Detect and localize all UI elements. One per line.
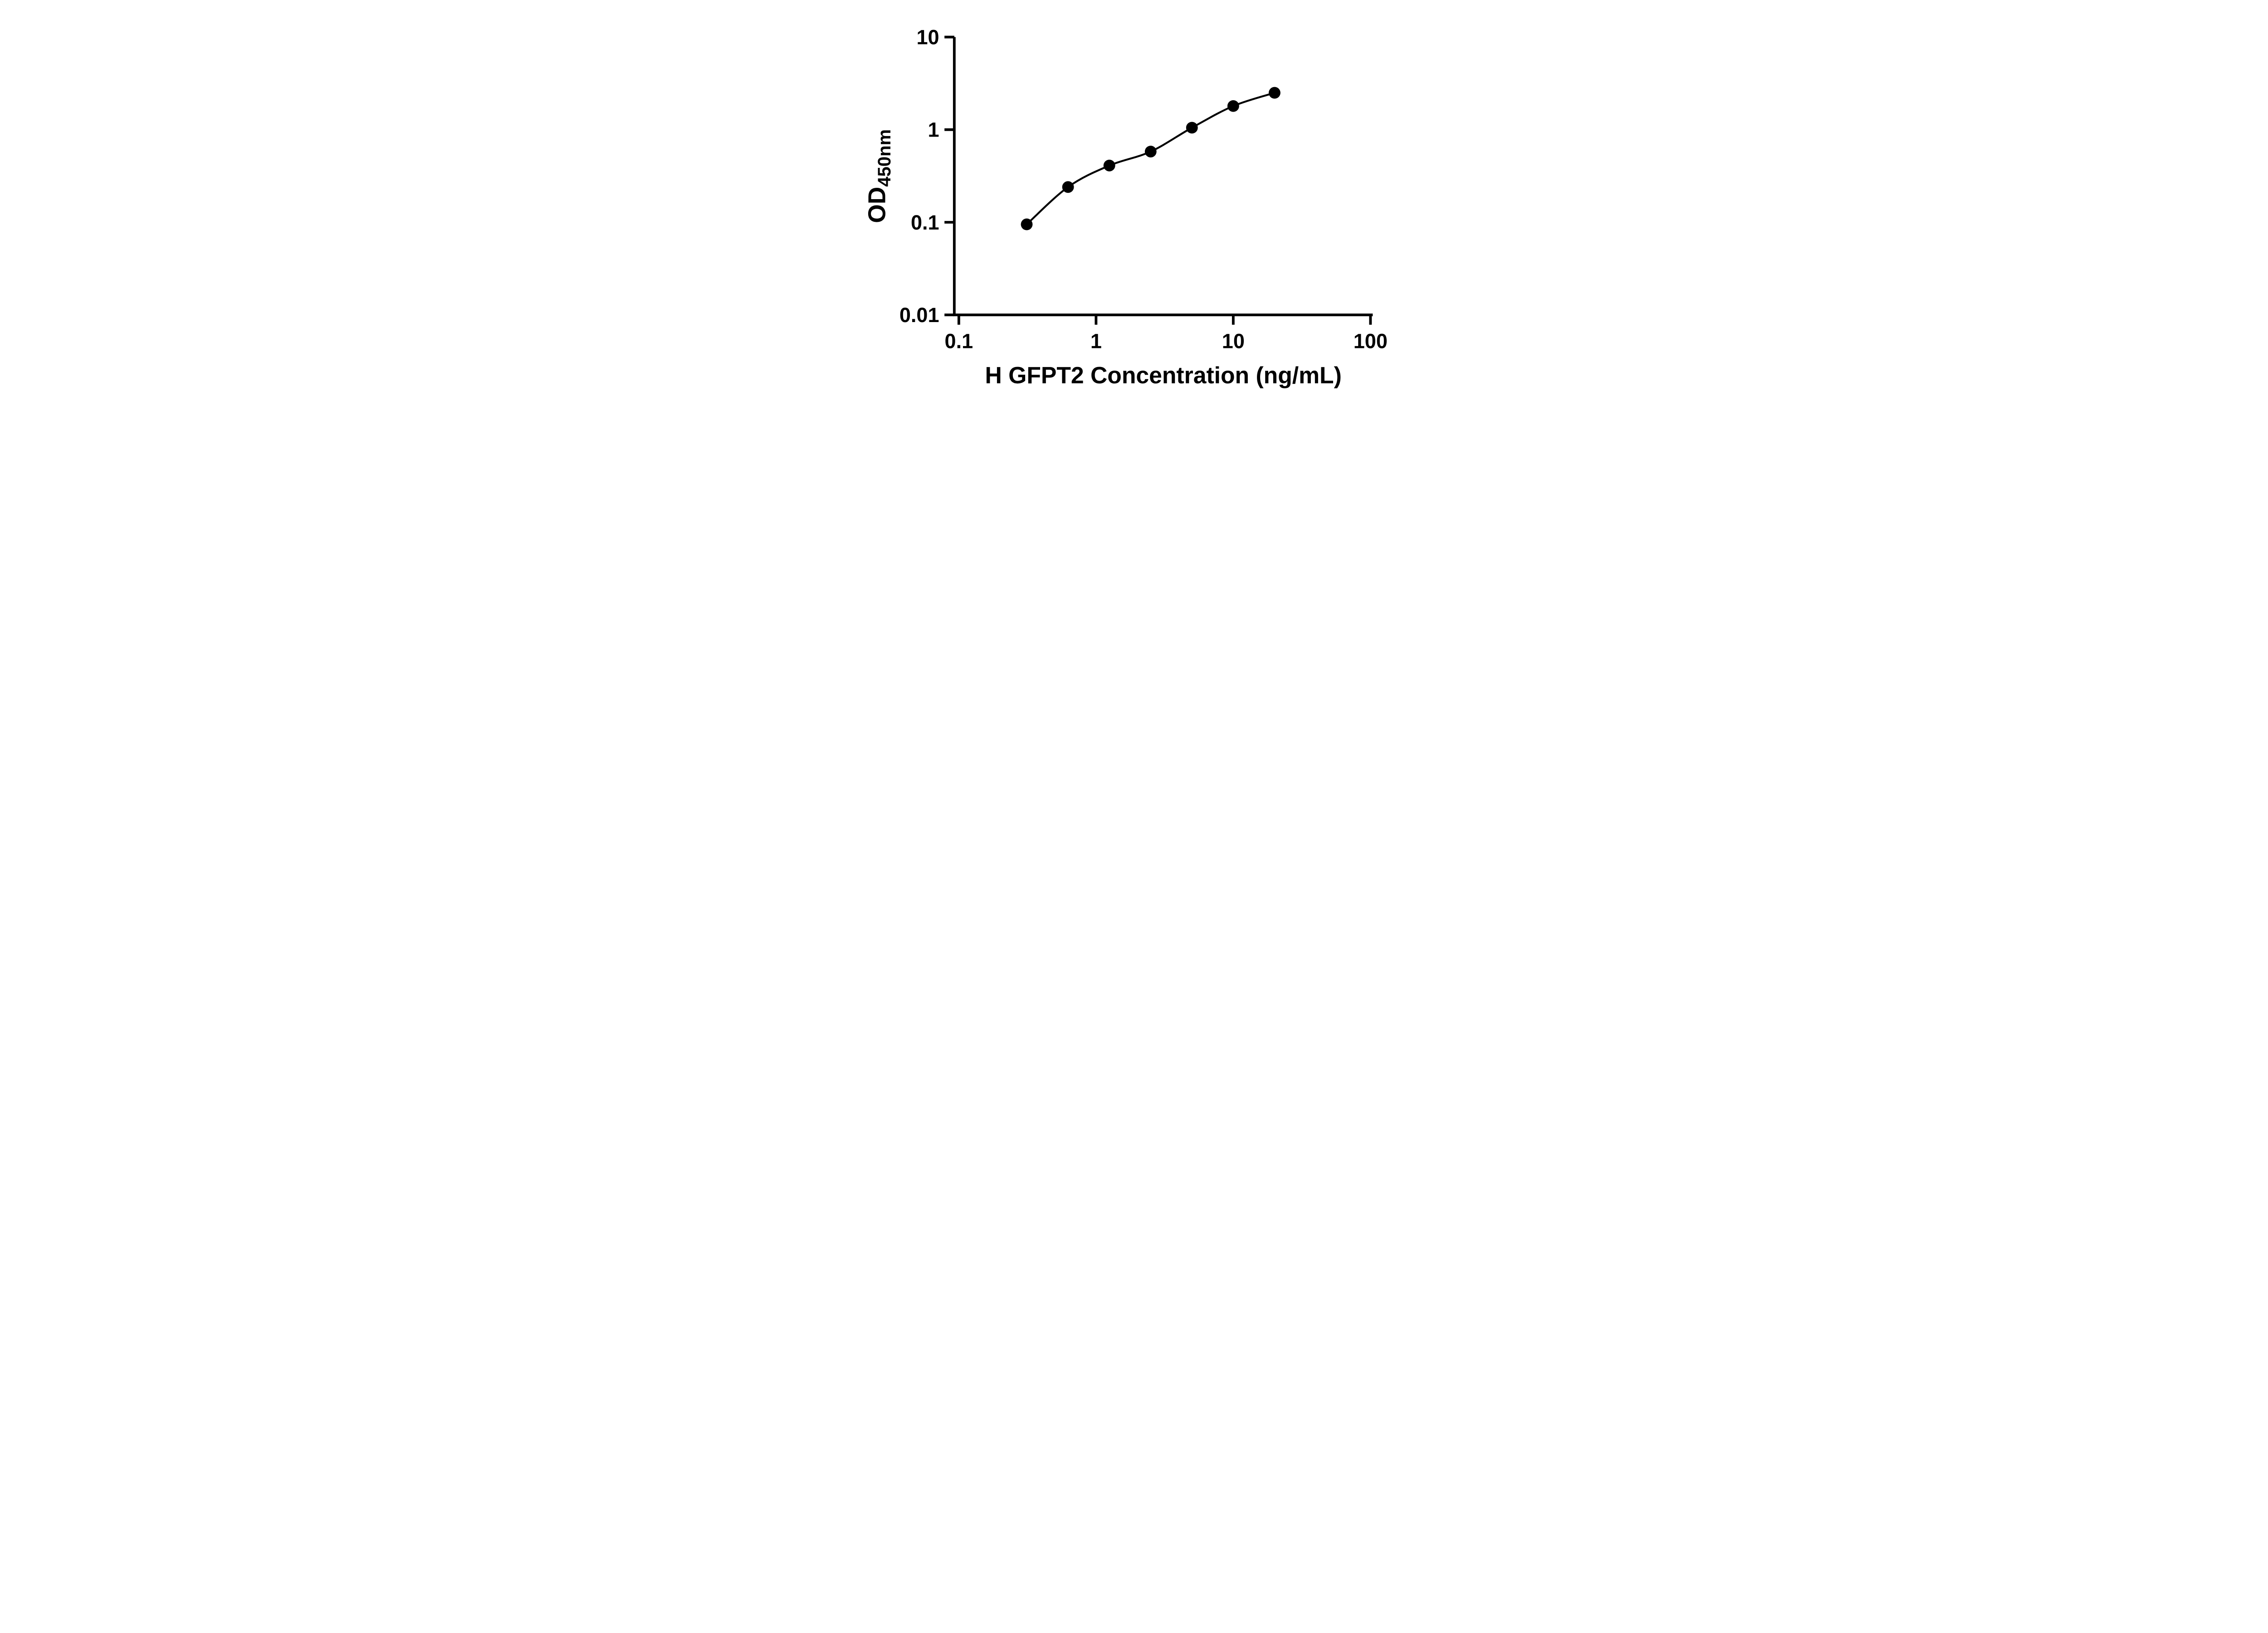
data-point: [1186, 122, 1198, 134]
elisa-standard-curve-figure: 0.1 1 10 100 0.01 0.1 1 10 H GFPT2 Concentrati…: [0, 0, 2268, 408]
x-tick-label: 10: [1222, 330, 1244, 353]
x-axis-ticks: [957, 315, 1372, 325]
data-point: [1021, 218, 1032, 230]
data-point: [1062, 181, 1074, 193]
data-points: [1021, 87, 1281, 230]
y-tick-label: 10: [916, 26, 939, 49]
y-axis-ticks: [944, 35, 954, 317]
y-tick-label: 1: [928, 118, 939, 142]
fit-curve: [1025, 92, 1276, 225]
data-point: [1103, 160, 1115, 171]
x-tick-label: 1: [1090, 330, 1101, 353]
x-axis-title: H GFPT2 Concentration (ng/mL): [985, 362, 1341, 388]
data-point: [1144, 146, 1157, 158]
y-tick-label: 0.01: [899, 303, 939, 327]
data-point: [1227, 100, 1239, 112]
y-axis-title-subscript: 450nm: [875, 129, 894, 187]
x-tick-label: 100: [1353, 330, 1387, 353]
axis-lines: [953, 37, 1373, 317]
y-axis-tick-labels: 0.01 0.1 1 10: [899, 26, 939, 327]
x-axis-tick-labels: 0.1 1 10 100: [944, 330, 1387, 353]
y-axis-title: OD450nm: [864, 129, 894, 223]
data-point: [1268, 87, 1281, 99]
x-tick-label: 0.1: [944, 330, 973, 353]
y-tick-label: 0.1: [910, 211, 939, 234]
y-axis-title-main: OD: [864, 187, 890, 223]
